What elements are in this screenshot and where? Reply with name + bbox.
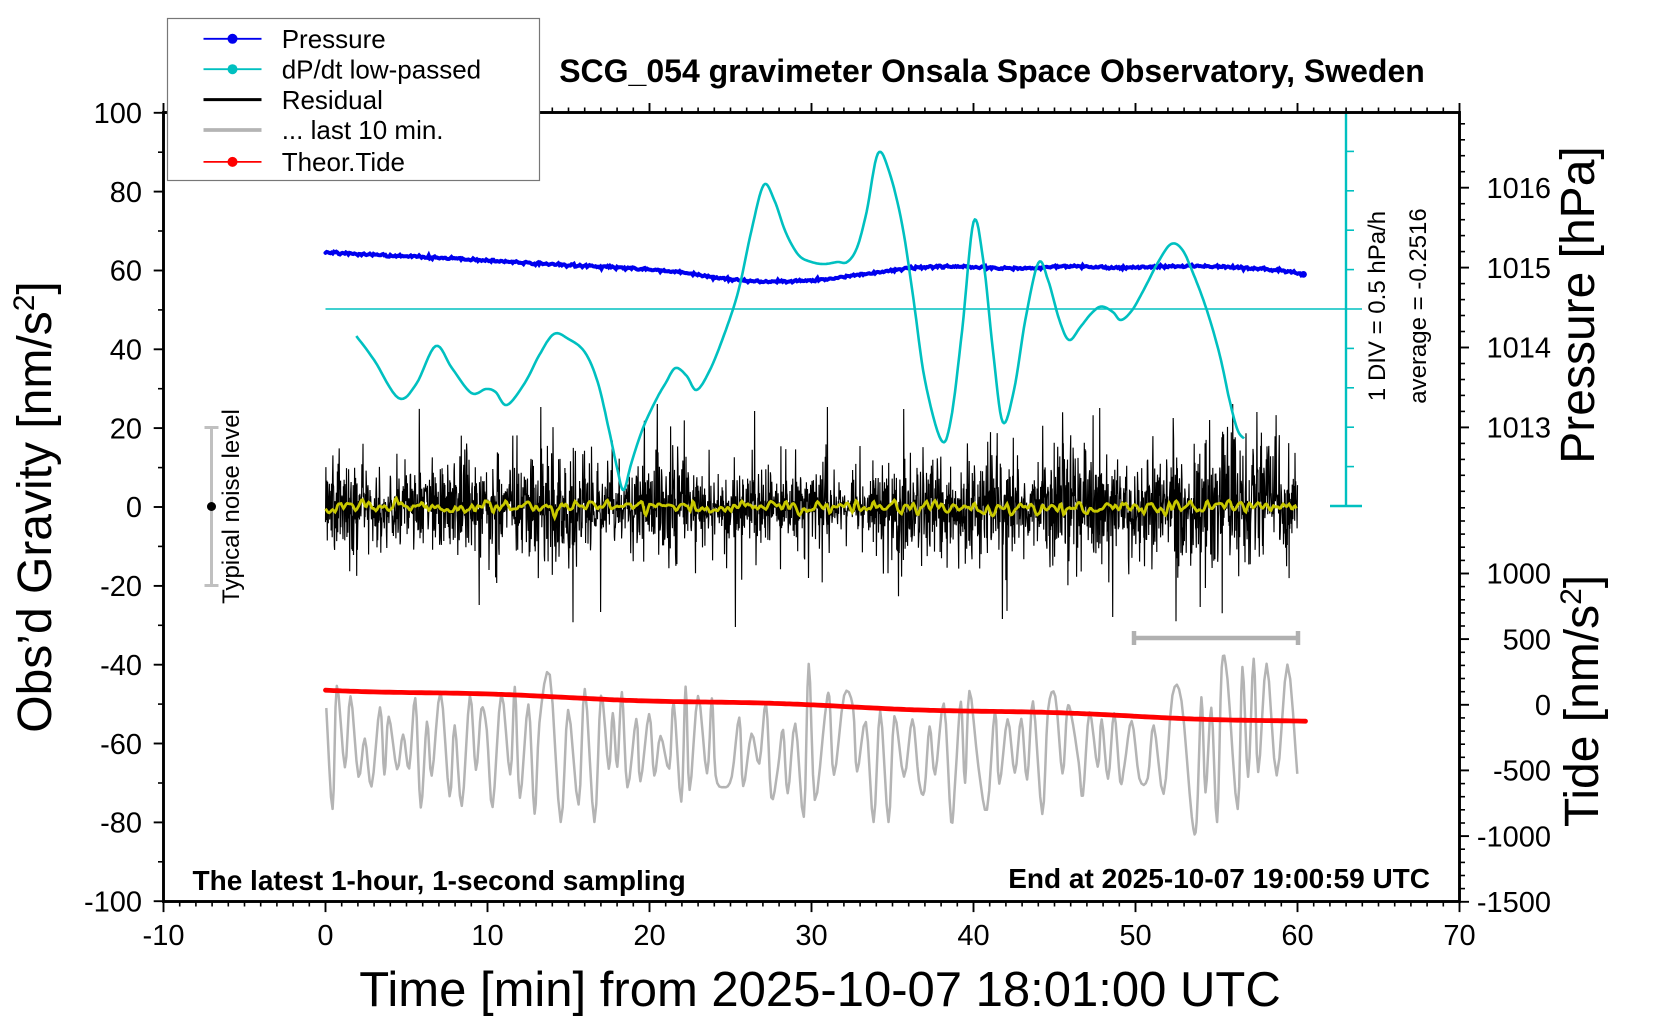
svg-text:Pressure [hPa]: Pressure [hPa] — [1552, 146, 1605, 463]
svg-text:20: 20 — [110, 413, 142, 445]
svg-text:40: 40 — [957, 920, 989, 952]
svg-text:1014: 1014 — [1486, 333, 1551, 365]
svg-text:average = -0.2516: average = -0.2516 — [1405, 208, 1432, 403]
svg-text:-500: -500 — [1493, 756, 1551, 788]
svg-text:60: 60 — [1281, 920, 1313, 952]
svg-text:Tide [nm/s2]: Tide [nm/s2] — [1555, 575, 1609, 827]
svg-text:-1000: -1000 — [1477, 821, 1551, 853]
svg-text:70: 70 — [1443, 920, 1475, 952]
svg-text:0: 0 — [1535, 690, 1551, 722]
svg-text:dP/dt low-passed: dP/dt low-passed — [282, 54, 481, 84]
svg-text:The latest 1-hour, 1-second sa: The latest 1-hour, 1-second sampling — [193, 865, 686, 896]
svg-text:0: 0 — [126, 492, 142, 524]
svg-text:SCG_054 gravimeter Onsala Spac: SCG_054 gravimeter Onsala Space Observat… — [559, 53, 1425, 89]
svg-text:End at 2025-10-07 19:00:59 UTC: End at 2025-10-07 19:00:59 UTC — [1008, 863, 1430, 894]
svg-text:1000: 1000 — [1486, 559, 1551, 591]
svg-text:1013: 1013 — [1486, 413, 1551, 445]
svg-text:Theor.Tide: Theor.Tide — [282, 147, 405, 177]
svg-text:1 DIV = 0.5 hPa/h: 1 DIV = 0.5 hPa/h — [1364, 211, 1391, 401]
svg-text:-20: -20 — [100, 571, 142, 603]
svg-text:1016: 1016 — [1486, 173, 1551, 205]
svg-text:20: 20 — [633, 920, 665, 952]
svg-text:1015: 1015 — [1486, 253, 1551, 285]
svg-text:0: 0 — [317, 920, 333, 952]
svg-text:-10: -10 — [143, 920, 185, 952]
svg-text:Obs’d Gravity [nm/s2]: Obs’d Gravity [nm/s2] — [8, 281, 62, 732]
svg-text:-60: -60 — [100, 729, 142, 761]
svg-text:50: 50 — [1119, 920, 1151, 952]
svg-text:40: 40 — [110, 335, 142, 367]
svg-text:-100: -100 — [84, 887, 142, 919]
svg-text:100: 100 — [94, 98, 142, 130]
svg-text:Pressure: Pressure — [282, 24, 386, 54]
svg-text:30: 30 — [795, 920, 827, 952]
svg-text:-80: -80 — [100, 808, 142, 840]
svg-text:500: 500 — [1503, 624, 1551, 656]
svg-text:Typical noise level: Typical noise level — [218, 409, 245, 604]
svg-text:80: 80 — [110, 177, 142, 209]
svg-text:-40: -40 — [100, 650, 142, 682]
svg-text:10: 10 — [471, 920, 503, 952]
svg-text:60: 60 — [110, 256, 142, 288]
svg-text:-1500: -1500 — [1477, 887, 1551, 919]
svg-text:Residual: Residual — [282, 85, 383, 115]
svg-text:... last 10 min.: ... last 10 min. — [282, 115, 444, 145]
svg-text:Time [min] from 2025-10-07 18:: Time [min] from 2025-10-07 18:01:00 UTC — [359, 963, 1280, 1017]
